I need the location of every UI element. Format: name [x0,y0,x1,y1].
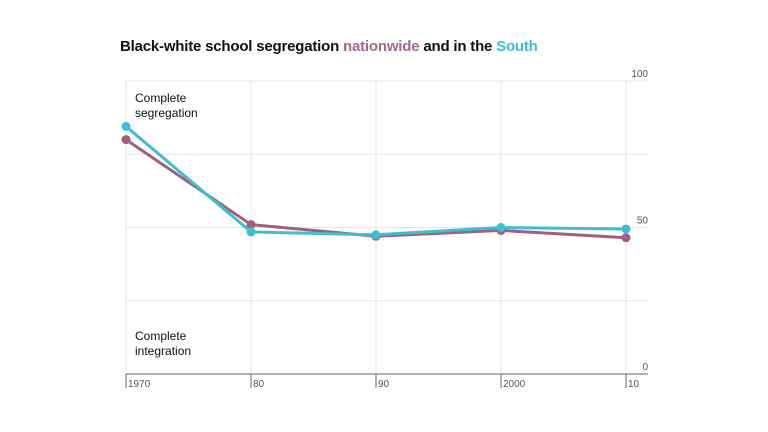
data-point-south [371,230,381,240]
title-text: Black-white school segregation [120,38,344,55]
data-point-south [496,223,506,232]
annotation-integration-1: Complete [135,329,187,343]
y-tick-label: 0 [642,362,648,373]
title-text-middle: and in the [419,38,497,55]
title-nationwide: nationwide [343,38,420,55]
data-point-nationwide [121,135,131,145]
annotation-segregation-1: Complete [135,91,187,105]
data-point-south [246,227,256,237]
x-tick-label: 10 [628,379,640,390]
x-tick-label: 80 [253,379,265,390]
y-tick-label: 100 [631,69,648,80]
annotation-integration-2: integration [135,344,191,358]
chart-title: Black-white school segregation nationwid… [120,38,538,55]
x-tick-label: 90 [378,379,390,390]
x-tick-label: 1970 [128,379,151,390]
data-point-south [621,224,631,234]
y-tick-label: 50 [637,216,649,227]
annotation-segregation-2: segregation [135,106,198,120]
title-south: South [496,38,538,55]
data-point-nationwide [621,233,631,243]
data-point-nationwide [246,220,256,230]
x-tick-label: 2000 [503,379,526,390]
data-point-south [121,121,131,131]
